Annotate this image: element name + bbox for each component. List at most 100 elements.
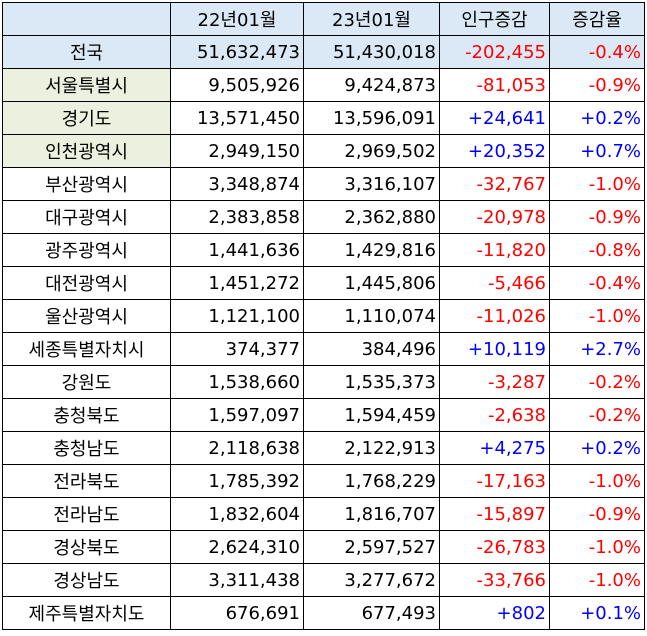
table-row: 경기도 13,571,450 13,596,091 +24,641 +0.2% bbox=[2, 101, 645, 135]
jan-2022-cell: 1,121,100 bbox=[170, 299, 304, 333]
region-cell: 경상남도 bbox=[2, 563, 171, 597]
rate-cell: +0.2% bbox=[549, 431, 645, 465]
change-cell: +24,641 bbox=[439, 101, 550, 135]
jan-2023-cell: 1,816,707 bbox=[303, 497, 440, 531]
table-row: 충청남도 2,118,638 2,122,913 +4,275 +0.2% bbox=[2, 431, 645, 465]
rate-cell: -1.0% bbox=[549, 563, 645, 597]
jan-2022-cell: 9,505,926 bbox=[170, 68, 304, 102]
jan-2022-cell: 3,348,874 bbox=[170, 167, 304, 201]
table-row: 경상남도 3,311,438 3,277,672 -33,766 -1.0% bbox=[2, 563, 645, 597]
table-row: 제주특별자치도 676,691 677,493 +802 +0.1% bbox=[2, 596, 645, 630]
header-row: 22년01월 23년01월 인구증감 증감율 bbox=[2, 2, 645, 36]
region-cell: 전라남도 bbox=[2, 497, 171, 531]
rate-cell: -0.9% bbox=[549, 200, 645, 234]
region-cell: 부산광역시 bbox=[2, 167, 171, 201]
region-cell: 전라북도 bbox=[2, 464, 171, 498]
jan-2023-cell: 3,316,107 bbox=[303, 167, 440, 201]
rate-cell: -1.0% bbox=[549, 167, 645, 201]
jan-2022-cell: 1,785,392 bbox=[170, 464, 304, 498]
table-row: 전라남도 1,832,604 1,816,707 -15,897 -0.9% bbox=[2, 497, 645, 531]
change-cell: -20,978 bbox=[439, 200, 550, 234]
region-cell: 대전광역시 bbox=[2, 266, 171, 300]
jan-2022-cell: 1,451,272 bbox=[170, 266, 304, 300]
jan-2023-cell: 9,424,873 bbox=[303, 68, 440, 102]
change-cell: +10,119 bbox=[439, 332, 550, 366]
rate-cell: +0.7% bbox=[549, 134, 645, 168]
change-cell: -32,767 bbox=[439, 167, 550, 201]
region-cell: 경상북도 bbox=[2, 530, 171, 564]
jan-2023-cell: 2,122,913 bbox=[303, 431, 440, 465]
change-cell: -17,163 bbox=[439, 464, 550, 498]
jan-2023-cell: 2,362,880 bbox=[303, 200, 440, 234]
region-cell: 대구광역시 bbox=[2, 200, 171, 234]
change-cell: -5,466 bbox=[439, 266, 550, 300]
jan-2022-cell: 676,691 bbox=[170, 596, 304, 630]
table-row: 광주광역시 1,441,636 1,429,816 -11,820 -0.8% bbox=[2, 233, 645, 267]
jan-2022-cell: 2,118,638 bbox=[170, 431, 304, 465]
table-row: 대전광역시 1,451,272 1,445,806 -5,466 -0.4% bbox=[2, 266, 645, 300]
jan-2023-cell: 1,594,459 bbox=[303, 398, 440, 432]
jan-2022-cell: 51,632,473 bbox=[170, 35, 304, 69]
table-row: 울산광역시 1,121,100 1,110,074 -11,026 -1.0% bbox=[2, 299, 645, 333]
change-cell: -3,287 bbox=[439, 365, 550, 399]
table-row: 대구광역시 2,383,858 2,362,880 -20,978 -0.9% bbox=[2, 200, 645, 234]
rate-cell: -1.0% bbox=[549, 464, 645, 498]
change-cell: -11,820 bbox=[439, 233, 550, 267]
rate-cell: -0.9% bbox=[549, 68, 645, 102]
rate-cell: +0.1% bbox=[549, 596, 645, 630]
change-cell: +20,352 bbox=[439, 134, 550, 168]
change-cell: +4,275 bbox=[439, 431, 550, 465]
change-cell: -202,455 bbox=[439, 35, 550, 69]
header-empty-cell bbox=[2, 2, 171, 36]
jan-2023-cell: 1,429,816 bbox=[303, 233, 440, 267]
jan-2022-cell: 1,538,660 bbox=[170, 365, 304, 399]
change-cell: -81,053 bbox=[439, 68, 550, 102]
jan-2022-cell: 3,311,438 bbox=[170, 563, 304, 597]
change-cell: +802 bbox=[439, 596, 550, 630]
table-row: 충청북도 1,597,097 1,594,459 -2,638 -0.2% bbox=[2, 398, 645, 432]
region-cell: 울산광역시 bbox=[2, 299, 171, 333]
jan-2023-cell: 1,445,806 bbox=[303, 266, 440, 300]
jan-2023-cell: 51,430,018 bbox=[303, 35, 440, 69]
table-row: 강원도 1,538,660 1,535,373 -3,287 -0.2% bbox=[2, 365, 645, 399]
jan-2023-cell: 3,277,672 bbox=[303, 563, 440, 597]
header-change-rate: 증감율 bbox=[549, 2, 645, 36]
jan-2022-cell: 2,949,150 bbox=[170, 134, 304, 168]
jan-2022-cell: 1,832,604 bbox=[170, 497, 304, 531]
jan-2023-cell: 2,969,502 bbox=[303, 134, 440, 168]
jan-2023-cell: 677,493 bbox=[303, 596, 440, 630]
rate-cell: -0.4% bbox=[549, 266, 645, 300]
jan-2023-cell: 1,110,074 bbox=[303, 299, 440, 333]
jan-2022-cell: 2,383,858 bbox=[170, 200, 304, 234]
jan-2023-cell: 384,496 bbox=[303, 332, 440, 366]
jan-2023-cell: 13,596,091 bbox=[303, 101, 440, 135]
change-cell: -15,897 bbox=[439, 497, 550, 531]
rate-cell: -0.2% bbox=[549, 365, 645, 399]
header-jan-2023: 23년01월 bbox=[303, 2, 440, 36]
jan-2022-cell: 374,377 bbox=[170, 332, 304, 366]
change-cell: -33,766 bbox=[439, 563, 550, 597]
rate-cell: +0.2% bbox=[549, 101, 645, 135]
region-cell: 경기도 bbox=[2, 101, 171, 135]
rate-cell: -0.9% bbox=[549, 497, 645, 531]
region-cell: 인천광역시 bbox=[2, 134, 171, 168]
jan-2022-cell: 1,597,097 bbox=[170, 398, 304, 432]
jan-2022-cell: 13,571,450 bbox=[170, 101, 304, 135]
jan-2022-cell: 2,624,310 bbox=[170, 530, 304, 564]
table-row: 인천광역시 2,949,150 2,969,502 +20,352 +0.7% bbox=[2, 134, 645, 168]
region-cell: 강원도 bbox=[2, 365, 171, 399]
rate-cell: -0.4% bbox=[549, 35, 645, 69]
change-cell: -26,783 bbox=[439, 530, 550, 564]
jan-2023-cell: 1,535,373 bbox=[303, 365, 440, 399]
table-row: 경상북도 2,624,310 2,597,527 -26,783 -1.0% bbox=[2, 530, 645, 564]
rate-cell: -1.0% bbox=[549, 299, 645, 333]
table-row: 전라북도 1,785,392 1,768,229 -17,163 -1.0% bbox=[2, 464, 645, 498]
change-cell: -11,026 bbox=[439, 299, 550, 333]
region-cell: 제주특별자치도 bbox=[2, 596, 171, 630]
jan-2023-cell: 1,768,229 bbox=[303, 464, 440, 498]
rate-cell: -0.8% bbox=[549, 233, 645, 267]
rate-cell: +2.7% bbox=[549, 332, 645, 366]
rate-cell: -1.0% bbox=[549, 530, 645, 564]
header-population-change: 인구증감 bbox=[439, 2, 550, 36]
table-row: 서울특별시 9,505,926 9,424,873 -81,053 -0.9% bbox=[2, 68, 645, 102]
